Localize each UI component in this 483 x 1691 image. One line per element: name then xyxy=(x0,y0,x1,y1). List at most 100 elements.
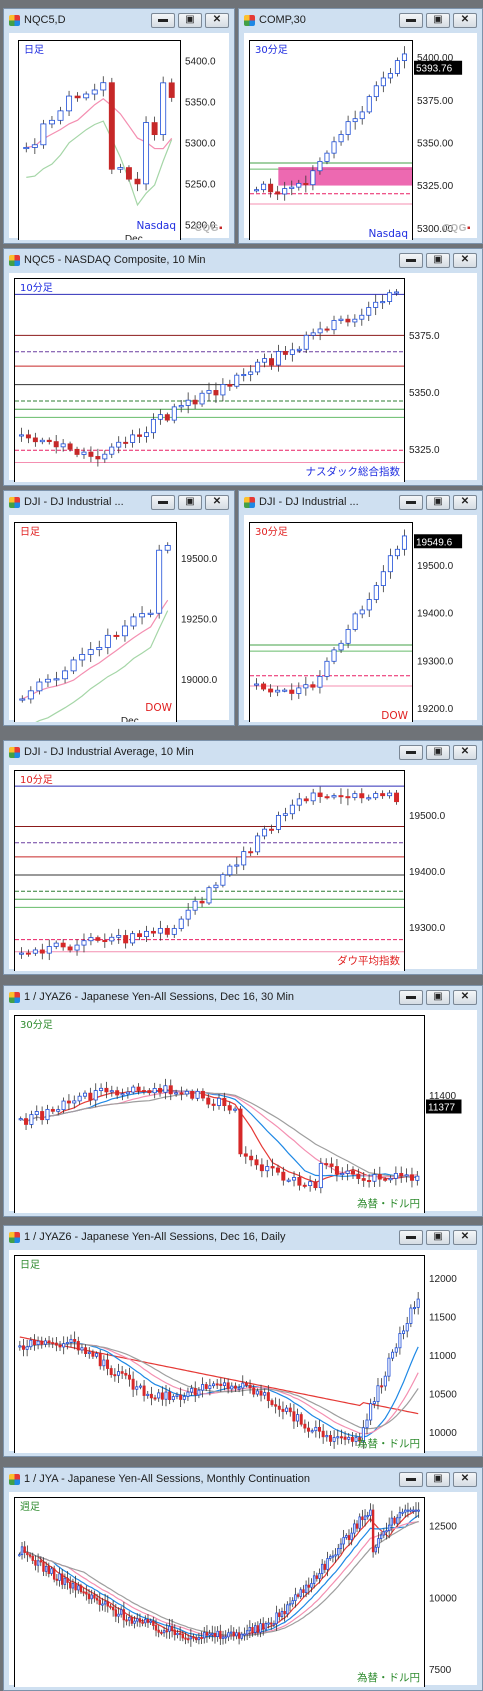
window-titlebar[interactable]: NQC5,D ▬ ▣ ✕ xyxy=(4,9,234,31)
y-tick-label: 11500 xyxy=(429,1313,457,1324)
close-button[interactable]: ✕ xyxy=(453,12,477,28)
candle xyxy=(321,1424,325,1444)
minimize-button[interactable]: ▬ xyxy=(151,12,175,28)
candle xyxy=(95,1351,99,1359)
close-button[interactable]: ✕ xyxy=(453,494,477,510)
candle xyxy=(195,1634,198,1643)
restore-button[interactable]: ▣ xyxy=(178,12,202,28)
window-titlebar[interactable]: NQC5 - NASDAQ Composite, 10 Min ▬ ▣ ✕ xyxy=(4,249,482,271)
candle xyxy=(313,1178,318,1191)
y-tick-label: 5325.00 xyxy=(417,181,454,192)
close-button[interactable]: ✕ xyxy=(453,744,477,760)
chart-window[interactable]: NQC5 - NASDAQ Composite, 10 Min ▬ ▣ ✕ 5375.0… xyxy=(3,248,483,486)
chart-pane[interactable]: 19500.019400.019300.019200.019549.67-23:… xyxy=(244,515,477,722)
window-titlebar[interactable]: COMP,30 ▬ ▣ ✕ xyxy=(239,9,482,31)
minimize-button[interactable]: ▬ xyxy=(399,1471,423,1487)
restore-button[interactable]: ▣ xyxy=(426,252,450,268)
chart-window[interactable]: COMP,30 ▬ ▣ ✕ 5400.00 5375.00 5350.00 5325.00 53… xyxy=(238,8,483,244)
window-titlebar[interactable]: DJI - DJ Industrial Average, 10 Min ▬ ▣ ✕ xyxy=(4,741,482,763)
close-button[interactable]: ✕ xyxy=(453,1471,477,1487)
chart-window[interactable]: 1 / JYAZ6 - Japanese Yen-All Sessions, D… xyxy=(3,1225,483,1457)
chart-pane[interactable]: 125001000075002004200820122016週足為替・ドル円 xyxy=(9,1492,477,1687)
candle xyxy=(317,321,323,341)
candle xyxy=(83,91,90,101)
minimize-button[interactable]: ▬ xyxy=(399,252,423,268)
chart-window[interactable]: NQC5,D▬▣✕5400.05350.05300.05250.05200.02… xyxy=(3,8,235,244)
window-titlebar[interactable]: 1 / JYA - Japanese Yen-All Sessions, Mon… xyxy=(4,1468,482,1490)
candle xyxy=(376,1377,380,1410)
candle xyxy=(147,609,154,618)
candle xyxy=(240,1631,243,1641)
candle xyxy=(402,1325,406,1340)
minimize-button[interactable]: ▬ xyxy=(399,989,423,1005)
candle xyxy=(102,933,108,948)
window-titlebar[interactable]: DJI - DJ Industrial ... ▬ ▣ ✕ xyxy=(4,491,234,513)
candle xyxy=(163,1078,168,1100)
candle xyxy=(52,1565,56,1583)
chart-pane[interactable]: 5400.00 5375.00 5350.00 5325.00 5300.00 5393.… xyxy=(244,33,477,240)
chart-pane[interactable]: 5400.05350.05300.05250.05200.021280105De… xyxy=(9,33,229,240)
y-tick-label: 5400.00 xyxy=(417,53,454,64)
close-button[interactable]: ✕ xyxy=(453,1229,477,1245)
candle xyxy=(310,788,316,805)
candle xyxy=(377,1166,382,1187)
candle xyxy=(80,1344,84,1354)
chart-pane[interactable]: 19500.019400.019300.07-23:3000:3001:3002… xyxy=(9,765,477,971)
candle xyxy=(248,365,254,382)
candle xyxy=(380,71,386,93)
close-button[interactable]: ✕ xyxy=(205,494,229,510)
candle xyxy=(222,1378,226,1391)
chart-window[interactable]: DJI - DJ Industrial ... ▬ ▣ ✕ 19500.0 19250.0… xyxy=(3,490,235,726)
candle xyxy=(85,1585,88,1601)
candle xyxy=(201,1377,205,1398)
y-tick-label: 5350.0 xyxy=(409,388,440,399)
candle xyxy=(157,409,163,425)
restore-button[interactable]: ▣ xyxy=(178,494,202,510)
moving-average-line xyxy=(18,1521,419,1637)
chart-window[interactable]: DJI - DJ Industrial Average, 10 Min ▬ ▣ ✕ 19… xyxy=(3,740,483,975)
candle xyxy=(213,1626,217,1644)
minimize-button[interactable]: ▬ xyxy=(151,494,175,510)
window-titlebar[interactable]: DJI - DJ Industrial ... ▬ ▣ ✕ xyxy=(239,491,482,513)
minimize-button[interactable]: ▬ xyxy=(399,494,423,510)
candle xyxy=(399,1166,404,1183)
minimize-button[interactable]: ▬ xyxy=(399,1229,423,1245)
window-titlebar[interactable]: 1 / JYAZ6 - Japanese Yen-All Sessions, D… xyxy=(4,1226,482,1248)
close-button[interactable]: ✕ xyxy=(453,252,477,268)
candle xyxy=(227,1101,232,1115)
close-button[interactable]: ✕ xyxy=(205,12,229,28)
minimize-button[interactable]: ▬ xyxy=(399,12,423,28)
chart-pane[interactable]: 1200011500110001050010000Apr 16MayJunJul… xyxy=(9,1250,477,1453)
candle xyxy=(414,1502,418,1519)
restore-button[interactable]: ▣ xyxy=(426,744,450,760)
restore-button[interactable]: ▣ xyxy=(426,989,450,1005)
candle xyxy=(220,378,226,402)
candle xyxy=(176,1629,179,1639)
candle xyxy=(261,681,267,692)
candle xyxy=(387,1353,391,1382)
restore-button[interactable]: ▣ xyxy=(426,1229,450,1245)
candle xyxy=(206,1093,211,1109)
minimize-button[interactable]: ▬ xyxy=(399,744,423,760)
restore-button[interactable]: ▣ xyxy=(426,494,450,510)
chart-window[interactable]: DJI - DJ Industrial ... ▬ ▣ ✕ 19500.0 19400.0… xyxy=(238,490,483,726)
candle xyxy=(82,1090,88,1099)
candle xyxy=(54,1336,58,1352)
candle xyxy=(303,175,309,193)
chart-canvas: 125001000075002004200820122016週足為替・ドル円 xyxy=(14,1497,457,1687)
candle xyxy=(93,1590,96,1603)
close-button[interactable]: ✕ xyxy=(453,989,477,1005)
candle xyxy=(227,379,233,391)
chart-pane[interactable]: 11400113776-22:2004:207-08:0014:0020:007… xyxy=(9,1010,477,1213)
restore-button[interactable]: ▣ xyxy=(426,12,450,28)
chart-window[interactable]: 1 / JYAZ6 - Japanese Yen-All Sessions, D… xyxy=(3,985,483,1217)
window-titlebar[interactable]: 1 / JYAZ6 - Japanese Yen-All Sessions, D… xyxy=(4,986,482,1008)
candle xyxy=(398,1326,402,1355)
restore-button[interactable]: ▣ xyxy=(426,1471,450,1487)
chart-pane[interactable]: 5375.05350.05325.07-23:3000:3001:3002:30… xyxy=(9,273,477,482)
candle xyxy=(324,326,330,333)
period-label: 日足 xyxy=(24,44,44,56)
chart-window[interactable]: 1 / JYA - Japanese Yen-All Sessions, Mon… xyxy=(3,1467,483,1691)
candle xyxy=(312,1570,316,1589)
